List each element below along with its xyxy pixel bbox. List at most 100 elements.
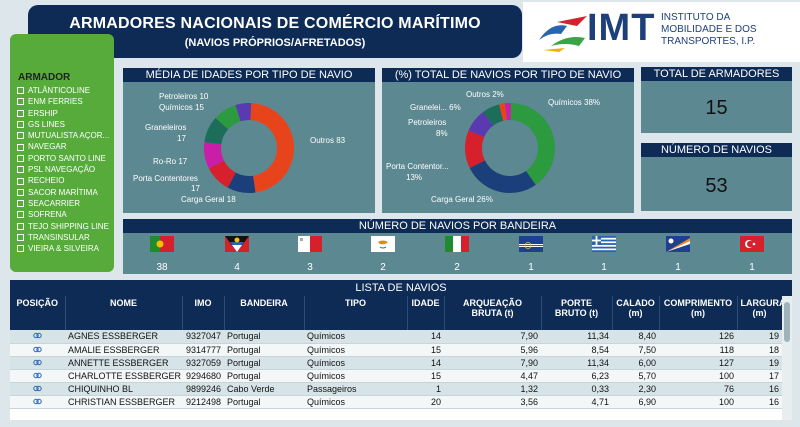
armador-checkbox[interactable] [17,245,24,253]
donut-slice-petroleiros[interactable] [468,111,494,138]
position-link-icon[interactable] [10,382,65,396]
flag-cabo-verde-icon[interactable] [519,236,543,252]
armador-checkbox[interactable] [17,177,24,185]
flag-greece-icon[interactable] [592,236,616,252]
flag-turkey-icon[interactable] [740,236,764,252]
armador-option[interactable]: ERSHIP [17,108,109,119]
armador-option-label: PORTO SANTO LINE [28,153,106,163]
position-link-icon[interactable] [10,356,65,370]
armador-checkbox[interactable] [17,200,24,208]
column-header[interactable]: COMPRIMENTO (m) [659,296,738,330]
donut-slice-graneleiros[interactable] [204,117,229,145]
table-cell: 20 [407,395,444,409]
column-header[interactable]: PORTE BRUTO (t) [541,296,613,330]
flag-count: 38 [156,262,168,273]
armador-checkbox[interactable] [17,87,24,95]
table-row[interactable]: ANNETTE ESSBERGER 9327059 Portugal Químicos… [10,356,782,370]
armador-option[interactable]: ENM FERRIES [17,96,109,107]
armador-checkbox[interactable] [17,166,24,174]
donut-slice-químicos[interactable] [510,103,555,185]
ships-by-flag-title: NÚMERO DE NAVIOS POR BANDEIRA [123,219,792,233]
label2-petroleiros: Petroleiros [408,118,447,127]
position-link-icon[interactable] [10,330,65,344]
ship-list-panel: LISTA DE NAVIOS POSIÇÃO NOME IMO BANDEIRA TI… [10,280,792,420]
armador-checkbox[interactable] [17,121,24,129]
column-header[interactable]: CALADO (m) [612,296,660,330]
armador-option[interactable]: PORTO SANTO LINE [17,153,109,164]
donut-slice-outros[interactable] [250,103,294,193]
logo-caption-line2: MOBILIDADE E DOS [661,24,757,35]
scrollbar-thumb[interactable] [784,302,790,342]
flag-malta-icon[interactable] [298,236,322,252]
armador-checkbox[interactable] [17,188,24,196]
armador-option[interactable]: TRANSINSULAR [17,232,109,243]
position-link-icon[interactable] [10,369,65,383]
armador-checkbox[interactable] [17,222,24,230]
table-row[interactable]: CHARLOTTE ESSBERGER 9294680 Portugal Químic… [10,369,782,383]
flag-marshall-islands-icon[interactable] [666,236,690,252]
table-row[interactable]: CHRISTIAN ESSBERGER 9212498 Portugal Químic… [10,395,782,409]
armador-checkbox[interactable] [17,234,24,241]
donut-slice-porta-contentores[interactable] [208,160,236,188]
table-cell: AGNES ESSBERGER [65,330,182,344]
column-header[interactable]: POSIÇÃO [10,296,66,330]
donut-slice-graneleiros[interactable] [483,104,504,126]
title-main: ARMADORES NACIONAIS DE COMÉRCIO MARÍTIMO [69,15,481,32]
table-cell: 7,50 [612,343,659,357]
table-row[interactable]: CHIQUINHO BL 9899246 Cabo Verde Passageiros… [10,382,782,396]
flag-antigua-icon[interactable] [225,236,249,252]
logo-caption-line3: TRANSPORTES, I.P. [661,36,756,47]
donut-slice-ro-ro[interactable] [204,142,225,169]
donut-slice-porta-contentores[interactable] [465,130,485,168]
armador-option[interactable]: RECHEIO [17,175,109,186]
armador-checkbox[interactable] [17,132,24,140]
column-header[interactable]: IMO [182,296,225,330]
armador-option[interactable]: VIEIRA & SILVEIRA [17,243,109,254]
flag-portugal-icon[interactable] [150,236,174,252]
donut-slice-outros[interactable] [499,103,507,121]
armador-option[interactable]: PSL NAVEGAÇÃO [17,164,109,175]
table-cell: 100 [659,395,737,409]
flag-cyprus-icon[interactable] [371,236,395,252]
ship-table: POSIÇÃO NOME IMO BANDEIRA TIPO IDADE ARQUEAÇÃO… [10,296,786,409]
table-scrollbar[interactable] [782,296,792,420]
table-cell: 11,34 [541,356,612,370]
armador-checkbox[interactable] [17,109,24,117]
column-header[interactable]: LARGURA (m) [737,296,786,330]
armador-checkbox[interactable] [17,154,24,162]
donut-slice-carga-geral[interactable] [227,172,256,193]
armador-option[interactable]: SACOR MARÍTIMA [17,187,109,198]
armador-option[interactable]: NAVEGAR [17,141,109,152]
table-cell: 6,00 [612,356,659,370]
column-header[interactable]: TIPO [304,296,408,330]
table-row[interactable]: AMALIE ESSBERGER 9314777 Portugal Químicos 1… [10,343,782,357]
armador-checkbox[interactable] [17,211,24,219]
table-row[interactable]: AGNES ESSBERGER 9327047 Portugal Químicos 14… [10,330,782,344]
column-header[interactable]: BANDEIRA [224,296,305,330]
column-header[interactable]: IDADE [407,296,445,330]
donut-slice-carga-geral[interactable] [469,160,536,193]
armador-option[interactable]: GS LINES [17,119,109,130]
position-link-icon[interactable] [10,395,65,409]
flag-italy-icon[interactable] [445,236,469,252]
column-header[interactable]: ARQUEAÇÃO BRUTA (t) [444,296,542,330]
armador-option[interactable]: TEJO SHIPPING LINE [17,221,109,232]
armador-option[interactable]: SOFRENA [17,209,109,220]
armador-option[interactable]: MUTUALISTA AÇOR... [17,130,109,141]
position-link-icon[interactable] [10,343,65,357]
armador-option-label: RECHEIO [28,176,65,186]
ships-by-type-donut[interactable] [460,98,560,198]
armador-filter-header: ARMADOR [18,72,71,83]
armador-checkbox[interactable] [17,143,24,151]
armador-option[interactable]: SEACARRIER [17,198,109,209]
armador-checkbox[interactable] [17,98,24,106]
numero-navios-card: NÚMERO DE NAVIOS 53 [641,143,792,211]
column-header[interactable]: NOME [65,296,183,330]
armador-option[interactable]: ATLÂNTICOLINE [17,85,109,96]
donut-slice-ro-ro[interactable] [504,103,511,121]
table-cell: 5,96 [444,343,541,357]
age-by-type-donut[interactable] [199,98,299,198]
logo-mark-icon [539,16,587,52]
donut-slice-químicos[interactable] [215,105,241,130]
donut-slice-petroleiros[interactable] [235,103,252,122]
